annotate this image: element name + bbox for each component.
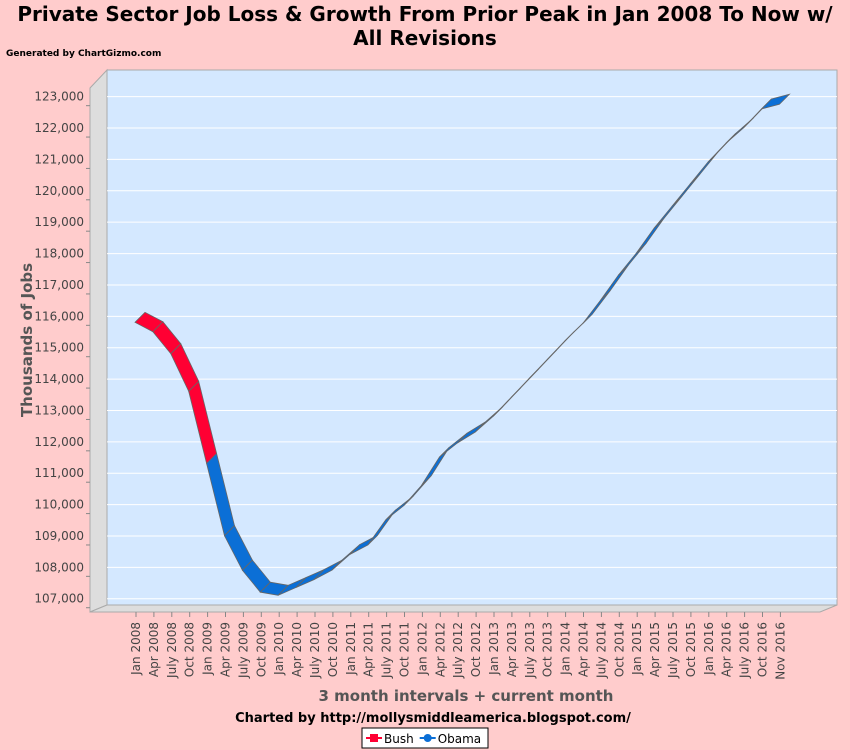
x-tick-label: Apr 2008 bbox=[147, 622, 161, 677]
x-tick-label: Oct 2016 bbox=[756, 622, 770, 677]
x-tick-label: July 2009 bbox=[236, 622, 250, 679]
y-tick-label: 121,000 bbox=[34, 152, 84, 166]
floor bbox=[89, 604, 838, 613]
x-tick-label: Jan 2015 bbox=[630, 622, 644, 676]
x-tick-label: Jan 2013 bbox=[487, 622, 501, 676]
ribbon-segment bbox=[760, 93, 791, 110]
x-tick-label: Apr 2015 bbox=[648, 622, 662, 677]
x-tick-label: July 2008 bbox=[165, 622, 179, 679]
x-tick-label: Apr 2012 bbox=[433, 622, 447, 677]
x-tick-label: Oct 2009 bbox=[254, 622, 268, 677]
x-tick-label: July 2010 bbox=[308, 622, 322, 679]
x-tick-label: July 2011 bbox=[380, 622, 394, 679]
x-tick-label: Apr 2009 bbox=[219, 622, 233, 677]
y-tick-label: 108,000 bbox=[34, 560, 84, 574]
x-tick-label: Oct 2011 bbox=[398, 622, 412, 677]
x-tick-label: Jan 2014 bbox=[559, 622, 573, 676]
x-tick-label: Oct 2008 bbox=[183, 622, 197, 677]
y-tick-label: 110,000 bbox=[34, 498, 84, 512]
x-tick-label: July 2014 bbox=[594, 622, 608, 679]
x-tick-label: Apr 2010 bbox=[290, 622, 304, 677]
x-tick-label: Apr 2016 bbox=[720, 622, 734, 677]
credit: Generated by ChartGizmo.com bbox=[6, 49, 162, 59]
legend-marker bbox=[370, 734, 378, 742]
y-tick-label: 122,000 bbox=[34, 121, 84, 135]
y-axis-label: Thousands of Jobs bbox=[18, 263, 36, 417]
x-axis-label: 3 month intervals + current month bbox=[319, 687, 614, 705]
x-tick-label: Jan 2009 bbox=[201, 622, 215, 676]
series-bush bbox=[134, 311, 218, 465]
x-tick-label: Jan 2016 bbox=[702, 622, 716, 676]
x-tick-label: Jan 2008 bbox=[129, 622, 143, 676]
x-tick-label: July 2012 bbox=[451, 622, 465, 679]
x-tick-label: Jan 2010 bbox=[272, 622, 286, 676]
chart-title: Private Sector Job Loss & Growth From Pr… bbox=[17, 2, 833, 50]
legend-marker bbox=[423, 734, 432, 742]
y-tick-label: 118,000 bbox=[34, 247, 84, 261]
x-tick-label: Jan 2011 bbox=[344, 622, 358, 676]
y-tick-label: 112,000 bbox=[34, 435, 84, 449]
x-tick-label: Apr 2011 bbox=[362, 622, 376, 677]
x-tick-label: Oct 2010 bbox=[326, 622, 340, 677]
x-tick-label: Oct 2014 bbox=[612, 622, 626, 677]
y-tick-label: 109,000 bbox=[34, 529, 84, 543]
y-tick-label: 111,000 bbox=[34, 466, 84, 480]
y-tick-label: 123,000 bbox=[34, 90, 84, 104]
x-tick-label: Jan 2012 bbox=[415, 622, 429, 676]
x-tick-label: Oct 2015 bbox=[684, 622, 698, 677]
footer: Charted by http://mollysmiddleamerica.bl… bbox=[235, 711, 631, 726]
y-tick-label: 115,000 bbox=[34, 341, 84, 355]
left-wall bbox=[89, 68, 108, 613]
legend-label: Obama bbox=[438, 732, 481, 746]
y-tick-label: 114,000 bbox=[34, 372, 84, 386]
x-tick-label: Apr 2013 bbox=[505, 622, 519, 677]
x-tick-label: July 2013 bbox=[523, 622, 537, 679]
y-tick-label: 116,000 bbox=[34, 309, 84, 323]
x-tick-label: Oct 2013 bbox=[541, 622, 555, 677]
legend-label: Bush bbox=[384, 732, 414, 746]
x-tick-label: July 2015 bbox=[666, 622, 680, 679]
y-tick-label: 117,000 bbox=[34, 278, 84, 292]
y-tick-label: 113,000 bbox=[34, 403, 84, 417]
y-tick-label: 120,000 bbox=[34, 184, 84, 198]
y-tick-label: 107,000 bbox=[34, 592, 84, 606]
x-tick-label: July 2016 bbox=[738, 622, 752, 679]
x-tick-label: Oct 2012 bbox=[469, 622, 483, 677]
x-tick-label: Apr 2014 bbox=[577, 622, 591, 677]
x-tick-label: Nov 2016 bbox=[773, 622, 787, 680]
back-wall bbox=[106, 69, 838, 606]
y-tick-label: 119,000 bbox=[34, 215, 84, 229]
series-obama bbox=[206, 93, 791, 596]
